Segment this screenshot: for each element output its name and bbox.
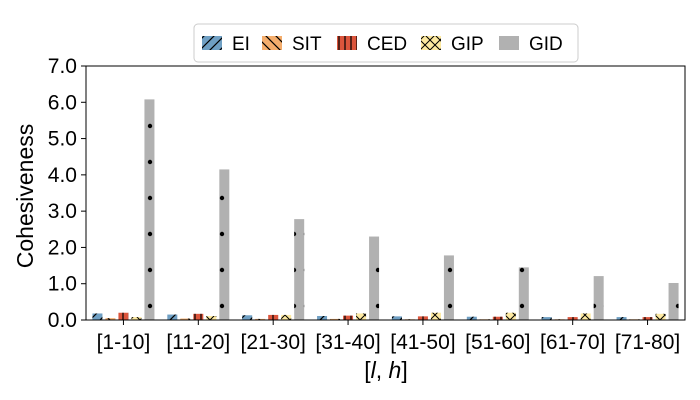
x-tick-label: [11-20]	[166, 331, 230, 354]
bar-sit-4	[330, 318, 341, 320]
bar-sit-3	[255, 318, 266, 320]
y-tick-label: 3.0	[48, 200, 77, 223]
bar-ei-4	[317, 316, 328, 320]
bar-ced-3	[268, 314, 279, 320]
y-tick-label: 1.0	[48, 273, 77, 296]
x-axis-title: [l, h]	[364, 357, 407, 383]
y-tick-label: 0.0	[48, 309, 77, 332]
legend-item-sit: SIT	[262, 34, 322, 55]
y-axis: 0.0 1.0 2.0 3.0 4.0 5.0 6.0 7.0	[48, 55, 86, 332]
bar-gid-1	[144, 99, 155, 320]
y-tick-label: 7.0	[48, 55, 77, 78]
y-tick-label: 4.0	[48, 164, 77, 187]
bar-gid-7	[593, 276, 604, 320]
bar-ei-8	[616, 317, 627, 320]
bar-gip-7	[580, 313, 591, 320]
bar-gid-8	[668, 282, 679, 320]
legend-item-gid: GID	[499, 34, 563, 55]
legend-item-ei: EI	[202, 34, 250, 55]
bar-sit-2	[180, 318, 191, 320]
y-tick-label: 2.0	[48, 236, 77, 259]
bar-gid-3	[294, 219, 305, 320]
bar-ei-1	[92, 313, 103, 320]
x-tick-label: [1-10]	[97, 331, 151, 354]
legend-item-ced: CED	[337, 34, 407, 55]
bar-gip-1	[131, 317, 142, 320]
bar-gip-6	[505, 312, 516, 320]
bar-ced-2	[193, 313, 204, 320]
bar-ced-6	[492, 316, 503, 320]
legend-label: EI	[232, 34, 250, 55]
x-tick-label: [61-70]	[540, 331, 605, 354]
bar-ei-3	[242, 315, 253, 320]
bar-ei-2	[167, 314, 178, 320]
x-tick-label: [41-50]	[390, 331, 455, 354]
legend-box	[193, 23, 579, 63]
bar-ei-7	[541, 317, 552, 320]
bar-ei-5	[391, 316, 402, 320]
bar-gid-4	[369, 236, 380, 320]
legend-label: CED	[367, 34, 407, 55]
plot-frame	[85, 65, 686, 321]
x-tick-label: [71-80]	[615, 331, 680, 354]
bar-gip-5	[430, 312, 441, 320]
plot-area	[85, 65, 686, 321]
bar-gip-4	[356, 313, 367, 320]
bar-gid-6	[518, 267, 529, 320]
bar-ei-6	[466, 316, 477, 320]
bar-gid-2	[219, 169, 230, 320]
bar-ced-4	[343, 315, 354, 320]
legend: EI SIT CED GIP GID	[193, 23, 579, 63]
bar-gip-8	[655, 313, 666, 320]
x-tick-label: [31-40]	[315, 331, 380, 354]
bar-gip-2	[206, 316, 217, 320]
y-tick-label: 5.0	[48, 128, 77, 151]
bar-ced-5	[417, 316, 428, 320]
bar-sit-1	[105, 318, 116, 320]
bar-gip-3	[281, 314, 292, 320]
x-tick-label: [21-30]	[240, 331, 305, 354]
bar-gid-5	[443, 255, 454, 320]
y-tick-label: 6.0	[48, 91, 77, 114]
x-tick-label: [51-60]	[465, 331, 530, 354]
y-axis-title: Cohesiveness	[12, 124, 38, 268]
legend-label: GIP	[451, 34, 484, 55]
x-axis: [1-10] [11-20] [21-30] [31-40] [41-50] [51-60…	[97, 320, 680, 354]
legend-label: GID	[529, 34, 563, 55]
legend-label: SIT	[292, 34, 322, 55]
bar-ced-8	[642, 317, 653, 320]
bar-ced-7	[567, 317, 578, 320]
bar-ced-1	[118, 312, 129, 320]
legend-item-gip: GIP	[421, 34, 484, 55]
